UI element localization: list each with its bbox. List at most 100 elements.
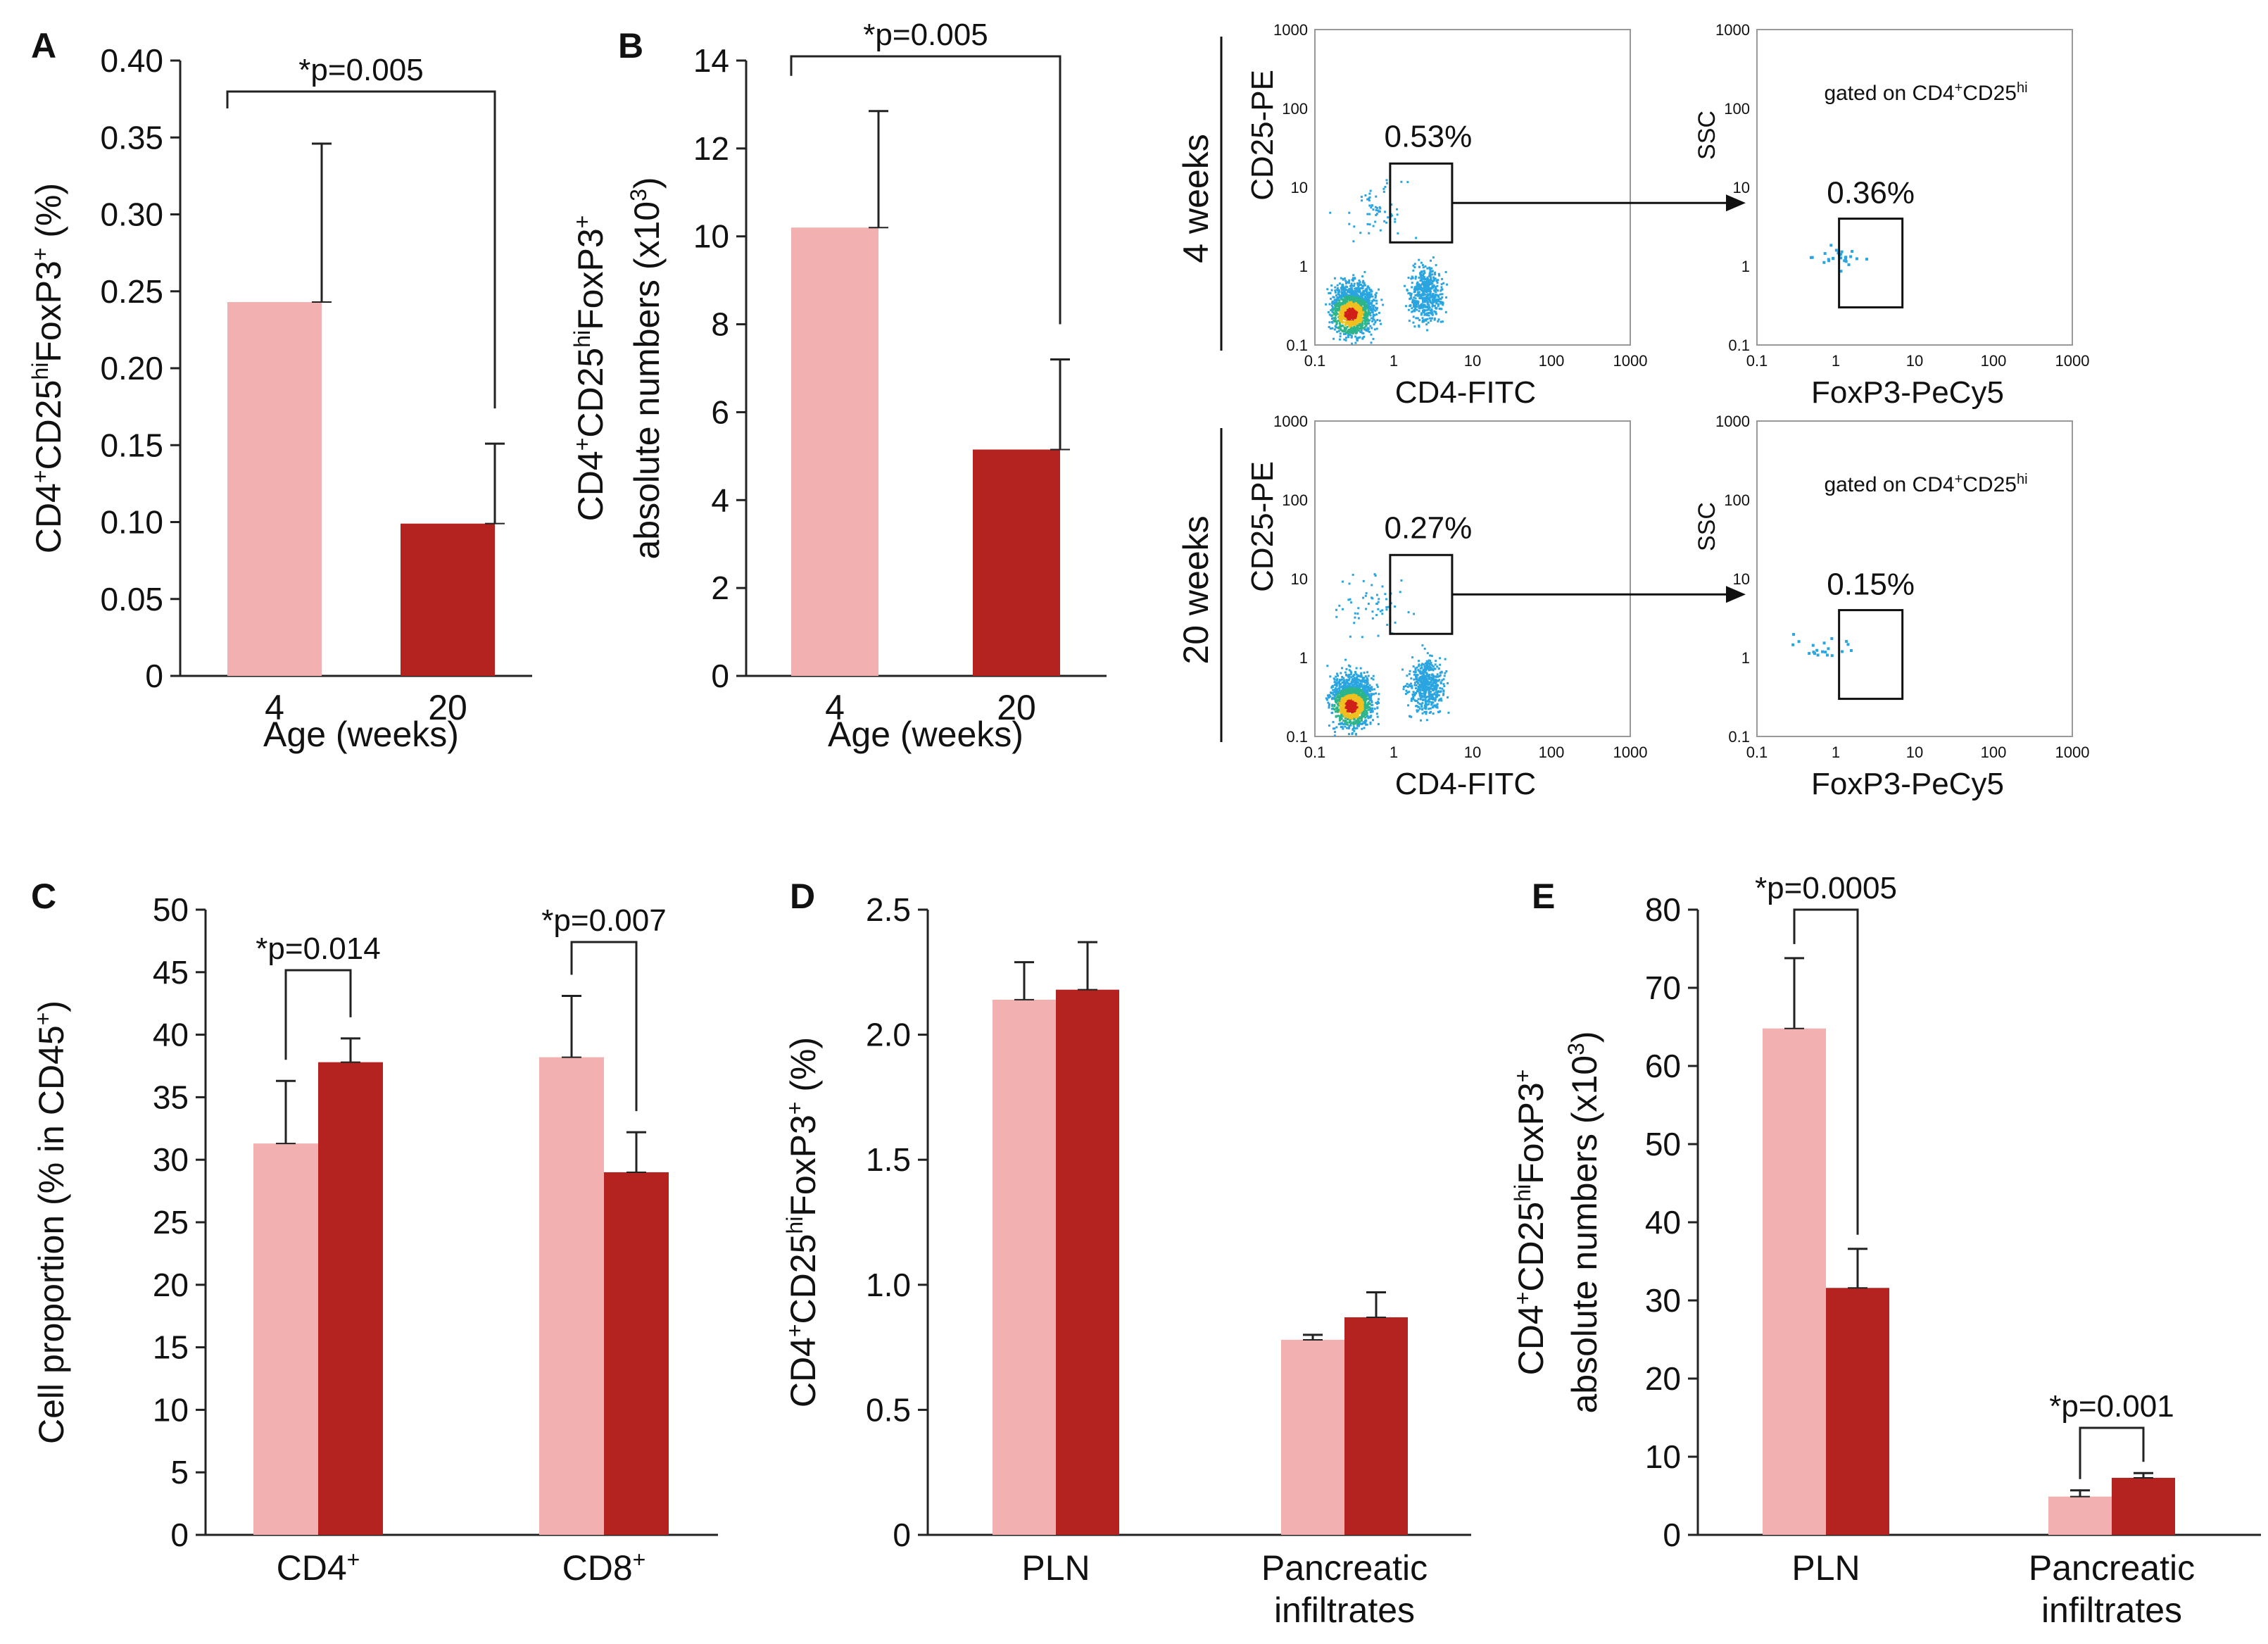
flow-plot-3-event xyxy=(1442,692,1445,695)
flow-plot-3-event xyxy=(1418,687,1420,690)
flow-plot-1-event xyxy=(1350,330,1353,333)
flow-plot-3-event xyxy=(1409,715,1411,718)
flow-plot-3-event xyxy=(1370,715,1373,717)
flow-plot-3-event xyxy=(1406,674,1409,677)
flow-plot-3-event xyxy=(1360,674,1363,677)
flow-plot-3-event xyxy=(1424,701,1427,704)
flow-plot-3-event xyxy=(1349,598,1352,601)
flow-plot-1-event xyxy=(1431,313,1434,316)
flow-plot-1-event xyxy=(1378,319,1381,322)
flow-plot-1-event xyxy=(1330,314,1333,317)
flow-plot-3-event xyxy=(1435,704,1437,707)
flow-plot-1-event xyxy=(1419,271,1422,274)
flow-plot-3-event xyxy=(1366,713,1368,715)
flow-plot-3-event xyxy=(1363,677,1366,679)
flow-plot-3-event xyxy=(1339,703,1342,705)
flow-plot-1-event xyxy=(1412,310,1415,313)
flow-plot-4-xtick-label: 10 xyxy=(1906,743,1923,761)
flow-plot-3-event xyxy=(1418,694,1421,697)
flow-plot-3-event xyxy=(1428,665,1431,667)
panel-e-significance-bracket xyxy=(2079,1426,2145,1479)
flow-plot-3-event xyxy=(1351,711,1354,714)
flow-plot-1-event xyxy=(1356,337,1359,339)
panel-c-xtick-label-sup: + xyxy=(633,1547,646,1572)
panel-e-ytick-label: 10 xyxy=(1645,1438,1681,1475)
flow-plot-3-event xyxy=(1362,689,1365,691)
flow-plot-3-event xyxy=(1419,692,1422,695)
flow-plot-1-event xyxy=(1429,271,1432,274)
panel-a-ytick-label: 0.30 xyxy=(100,196,163,233)
flow-plot-1-event xyxy=(1366,327,1369,330)
flow-plot-3-xtick-label: 0.1 xyxy=(1304,743,1326,761)
flow-plot-3-event xyxy=(1356,688,1359,691)
flow-plot-3-event xyxy=(1423,706,1426,709)
flow-plot-1-event xyxy=(1384,211,1387,213)
flow-plot-3-event xyxy=(1430,683,1433,686)
flow-plot-1-event xyxy=(1346,332,1349,334)
flow-plot-1-event xyxy=(1422,266,1425,269)
flow-plot-1-event xyxy=(1354,313,1356,316)
flow-plot-3-event xyxy=(1356,724,1359,727)
panel-e-ytick-label: 0 xyxy=(1663,1517,1681,1553)
flow-plot-1-event xyxy=(1337,302,1340,305)
flow-plot-1-event xyxy=(1420,261,1423,264)
flow-plot-3-event xyxy=(1346,715,1349,718)
flow-plot-1-event xyxy=(1368,223,1371,226)
panel-e-xtick-label: PLN xyxy=(1791,1548,1860,1588)
flow-plot-1-event xyxy=(1351,306,1354,309)
flow-plot-1-event xyxy=(1427,296,1430,299)
flow-plot-1-event xyxy=(1429,311,1432,314)
flow-plot-1-event xyxy=(1361,291,1364,294)
flow-plot-3-event xyxy=(1430,703,1433,706)
flow-plot-3-event xyxy=(1400,579,1403,582)
flow-plot-1-event xyxy=(1347,303,1349,306)
flow-plot-3-event xyxy=(1423,666,1426,669)
flow-plot-3-event xyxy=(1352,684,1354,686)
flow-plot-1-event xyxy=(1346,313,1349,316)
flow-plot-2-gate xyxy=(1838,218,1904,309)
flow-plot-3-event xyxy=(1346,686,1349,689)
flow-plot-1-event xyxy=(1427,301,1430,303)
flow-plot-3-event xyxy=(1425,669,1428,672)
flow-plot-1-event xyxy=(1345,292,1348,295)
flow-plot-4-xtick-label: 1 xyxy=(1832,743,1840,761)
panel-c-ytick-label: 0 xyxy=(170,1517,189,1553)
flow-plot-1-event xyxy=(1426,329,1429,332)
flow-plot-1-event xyxy=(1347,290,1349,293)
flow-plot-3-event xyxy=(1335,689,1338,691)
flow-plot-3-event xyxy=(1332,691,1335,694)
flow-plot-1-event xyxy=(1366,198,1369,201)
flow-plot-4-ytick-label: 10 xyxy=(1733,570,1750,588)
flow-plot-3-event xyxy=(1404,684,1407,687)
flow-plot-3-event xyxy=(1418,703,1421,705)
flow-plot-3-event xyxy=(1353,622,1356,625)
flow-plot-3-event xyxy=(1347,684,1349,687)
flow-plot-1-event xyxy=(1429,280,1432,282)
flow-plot-1-event xyxy=(1367,301,1370,304)
flow-plot-2-event xyxy=(1843,259,1846,263)
flow-plot-1-event xyxy=(1414,277,1417,280)
flow-plot-1-event xyxy=(1423,320,1425,323)
flow-plot-1-event xyxy=(1413,296,1416,299)
flow-plot-3-event xyxy=(1366,677,1368,679)
flow-plot-3-event xyxy=(1333,689,1336,691)
flow-plot-1-event xyxy=(1418,258,1420,261)
flow-plot-3-event xyxy=(1344,686,1347,689)
panel-e-xtick-label: Pancreatic xyxy=(2029,1548,2195,1588)
flow-plot-1-event xyxy=(1341,310,1344,313)
flow-plot-1-event xyxy=(1422,309,1425,312)
flow-plot-3-event xyxy=(1348,669,1351,672)
flow-plot-1-event xyxy=(1341,294,1344,296)
panel-c-ytick-label: 20 xyxy=(153,1267,189,1303)
flow-plot-3-event xyxy=(1424,699,1427,702)
flow-plot-3-event xyxy=(1407,704,1410,707)
flow-plot-3-event xyxy=(1348,697,1351,700)
flow-plot-4-event xyxy=(1822,641,1826,645)
flow-plot-1-event xyxy=(1423,275,1425,278)
flow-plot-1-event xyxy=(1336,330,1339,333)
flow-plot-1-event xyxy=(1355,327,1358,330)
flow-plot-1-event xyxy=(1353,310,1356,313)
flow-plot-3-event xyxy=(1385,598,1388,601)
flow-plot-1-event xyxy=(1347,314,1350,317)
flow-plot-1-event xyxy=(1346,305,1349,308)
